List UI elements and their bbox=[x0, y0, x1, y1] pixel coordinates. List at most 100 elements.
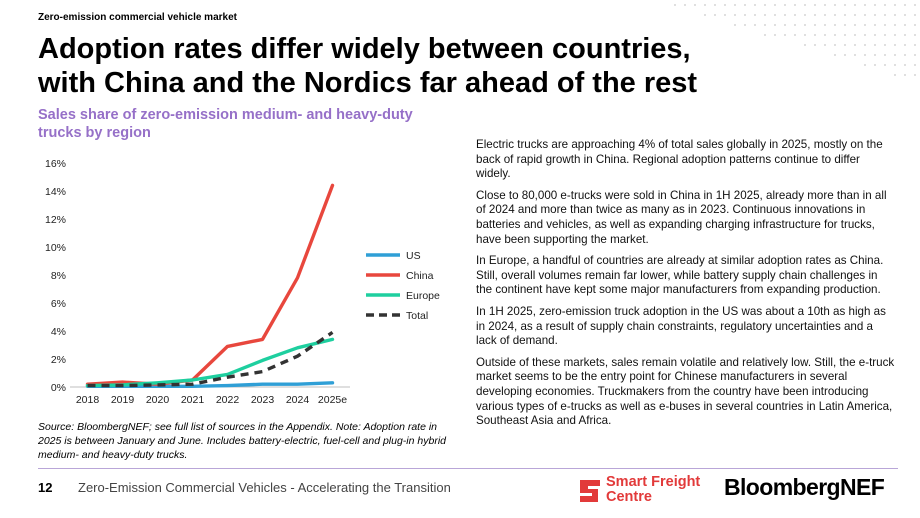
decorative-dot bbox=[814, 14, 816, 16]
x-tick-label: 2021 bbox=[181, 394, 205, 406]
decorative-dot bbox=[894, 34, 896, 36]
decorative-dot bbox=[824, 4, 826, 6]
decorative-dot bbox=[914, 74, 916, 76]
y-tick-label: 4% bbox=[51, 326, 66, 338]
decorative-dot bbox=[804, 14, 806, 16]
decorative-dot bbox=[894, 24, 896, 26]
decorative-dot bbox=[904, 54, 906, 56]
decorative-dot bbox=[764, 24, 766, 26]
decorative-dot bbox=[854, 24, 856, 26]
decorative-dot bbox=[844, 4, 846, 6]
footer-divider bbox=[38, 468, 898, 469]
decorative-dot-pattern bbox=[674, 4, 916, 76]
body-paragraph-3: In Europe, a handful of countries are al… bbox=[476, 254, 884, 297]
decorative-dot bbox=[814, 24, 816, 26]
decorative-dot bbox=[704, 14, 706, 16]
decorative-dot bbox=[914, 14, 916, 16]
page-number: 12 bbox=[38, 480, 53, 495]
decorative-dot bbox=[894, 14, 896, 16]
decorative-dot bbox=[844, 34, 846, 36]
decorative-dot bbox=[884, 14, 886, 16]
sfc-wordmark-line-2: Centre bbox=[606, 489, 652, 505]
footer-title: Zero-Emission Commercial Vehicles - Acce… bbox=[78, 480, 451, 495]
decorative-dot bbox=[914, 64, 916, 66]
headline-line-1: Adoption rates differ widely between cou… bbox=[38, 33, 691, 65]
y-tick-label: 16% bbox=[45, 158, 66, 170]
decorative-dot bbox=[774, 4, 776, 6]
series-line-china bbox=[85, 183, 335, 386]
decorative-dot bbox=[794, 14, 796, 16]
body-paragraph-2: Close to 80,000 e-trucks were sold in Ch… bbox=[476, 188, 887, 246]
decorative-dot bbox=[814, 4, 816, 6]
decorative-dot bbox=[764, 34, 766, 36]
decorative-dot bbox=[874, 54, 876, 56]
y-tick-label: 12% bbox=[45, 214, 66, 226]
legend-label-china: China bbox=[406, 270, 434, 282]
decorative-dot bbox=[804, 24, 806, 26]
decorative-dot bbox=[914, 4, 916, 6]
decorative-dot bbox=[854, 14, 856, 16]
decorative-dot bbox=[784, 34, 786, 36]
source-note: Source: BloombergNEF; see full list of s… bbox=[38, 421, 446, 461]
decorative-dot bbox=[734, 24, 736, 26]
decorative-dot bbox=[874, 4, 876, 6]
decorative-dot bbox=[704, 4, 706, 6]
x-tick-label: 2019 bbox=[111, 394, 135, 406]
y-tick-label: 6% bbox=[51, 298, 66, 310]
decorative-dot bbox=[754, 4, 756, 6]
decorative-dot bbox=[864, 34, 866, 36]
decorative-dot bbox=[834, 24, 836, 26]
decorative-dot bbox=[884, 24, 886, 26]
decorative-dot bbox=[814, 34, 816, 36]
decorative-dot bbox=[824, 14, 826, 16]
decorative-dot bbox=[864, 4, 866, 6]
y-tick-label: 0% bbox=[51, 382, 66, 394]
decorative-dot bbox=[844, 54, 846, 56]
decorative-dot bbox=[824, 34, 826, 36]
decorative-dot bbox=[714, 4, 716, 6]
x-tick-label: 2022 bbox=[216, 394, 240, 406]
body-paragraph-4: In 1H 2025, zero-emission truck adoption… bbox=[476, 304, 886, 348]
decorative-dot bbox=[904, 74, 906, 76]
y-tick-label: 14% bbox=[45, 186, 66, 198]
decorative-dot bbox=[844, 44, 846, 46]
x-tick-label: 2018 bbox=[76, 394, 100, 406]
decorative-dot bbox=[904, 64, 906, 66]
decorative-dot bbox=[674, 4, 676, 6]
decorative-dot bbox=[894, 4, 896, 6]
decorative-dot bbox=[684, 4, 686, 6]
decorative-dot bbox=[914, 24, 916, 26]
smart-freight-centre-logo: Smart Freight Centre bbox=[578, 474, 708, 508]
decorative-dot bbox=[734, 14, 736, 16]
y-tick-label: 8% bbox=[51, 270, 66, 282]
decorative-dot bbox=[884, 44, 886, 46]
x-tick-label: 2024 bbox=[286, 394, 310, 406]
decorative-dot bbox=[914, 34, 916, 36]
decorative-dot bbox=[874, 64, 876, 66]
decorative-dot bbox=[864, 14, 866, 16]
decorative-dot bbox=[894, 54, 896, 56]
decorative-dot bbox=[874, 24, 876, 26]
smart-freight-centre-mark-icon bbox=[580, 480, 600, 502]
decorative-dot bbox=[844, 14, 846, 16]
series-line-us bbox=[85, 381, 335, 389]
decorative-dot bbox=[754, 24, 756, 26]
decorative-dot bbox=[874, 44, 876, 46]
sfc-wordmark-line-1: Smart Freight bbox=[606, 474, 701, 490]
y-tick-label: 2% bbox=[51, 354, 66, 366]
decorative-dot bbox=[854, 54, 856, 56]
decorative-dot bbox=[864, 54, 866, 56]
decorative-dot bbox=[864, 24, 866, 26]
subtitle-line-2: trucks by region bbox=[38, 125, 151, 141]
section-kicker: Zero-emission commercial vehicle market bbox=[38, 12, 237, 23]
decorative-dot bbox=[884, 64, 886, 66]
decorative-dot bbox=[864, 44, 866, 46]
decorative-dot bbox=[764, 14, 766, 16]
decorative-dot bbox=[784, 4, 786, 6]
decorative-dot bbox=[914, 54, 916, 56]
decorative-dot bbox=[804, 44, 806, 46]
decorative-dot bbox=[834, 54, 836, 56]
decorative-dot bbox=[894, 74, 896, 76]
legend-label-europe: Europe bbox=[406, 290, 440, 302]
decorative-dot bbox=[864, 64, 866, 66]
